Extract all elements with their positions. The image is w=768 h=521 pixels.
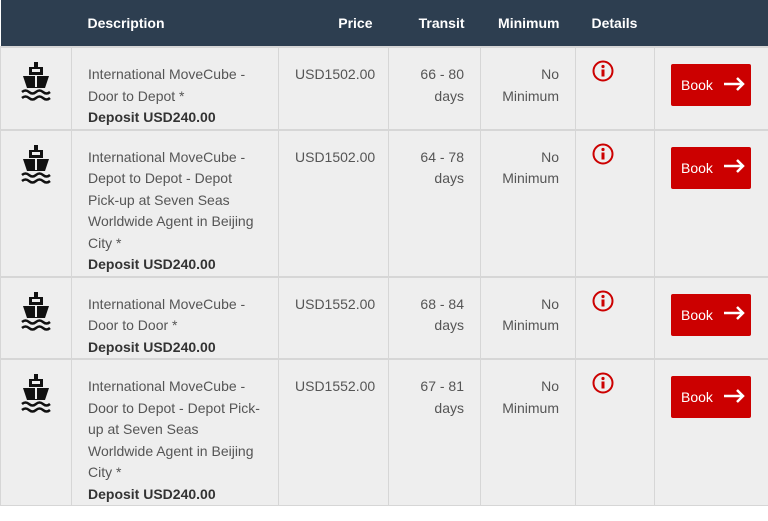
description: International MoveCube - Depot to Depot … xyxy=(88,148,254,251)
info-icon[interactable] xyxy=(592,290,614,315)
details-cell xyxy=(575,358,655,506)
description: International MoveCube - Door to Door * xyxy=(88,295,246,334)
shipping-options-table: Description Price Transit Minimum Detail… xyxy=(0,0,768,506)
minimum: No Minimum xyxy=(480,46,576,130)
book-label: Book xyxy=(681,389,713,405)
ship-icon xyxy=(21,62,51,105)
header-action xyxy=(654,0,768,47)
header-transit: Transit xyxy=(388,0,481,47)
info-icon[interactable] xyxy=(592,372,614,397)
details-cell xyxy=(575,275,655,360)
book-button[interactable]: Book xyxy=(671,293,751,336)
header-details: Details xyxy=(575,0,655,47)
ship-icon xyxy=(21,291,51,335)
arrow-right-icon xyxy=(723,76,745,94)
book-button[interactable]: Book xyxy=(671,146,751,189)
info-icon[interactable] xyxy=(592,143,614,168)
details-cell xyxy=(575,46,655,130)
header-minimum: Minimum xyxy=(480,0,576,47)
description-cell: International MoveCube - Door to Door * D… xyxy=(71,275,279,360)
minimum: No Minimum xyxy=(480,128,576,277)
price: USD1552.00 xyxy=(278,358,389,506)
book-label: Book xyxy=(681,77,713,93)
arrow-right-icon xyxy=(723,306,745,323)
transit: 68 - 84 days xyxy=(388,275,481,360)
arrow-right-icon xyxy=(723,388,745,406)
deposit: Deposit USD240.00 xyxy=(88,338,216,355)
minimum: No Minimum xyxy=(480,358,576,506)
book-cell: Book xyxy=(654,358,768,506)
transit: 66 - 80 days xyxy=(388,46,481,130)
header-description: Description xyxy=(71,0,279,47)
price: USD1552.00 xyxy=(278,275,389,360)
book-button[interactable]: Book xyxy=(671,64,751,106)
description: International MoveCube - Door to Depot * xyxy=(88,66,246,104)
book-cell: Book xyxy=(654,128,768,277)
ship-cell xyxy=(0,358,72,506)
price: USD1502.00 xyxy=(278,46,389,130)
book-label: Book xyxy=(681,159,713,176)
description-cell: International MoveCube - Depot to Depot … xyxy=(71,128,279,277)
info-icon[interactable] xyxy=(592,60,614,85)
book-label: Book xyxy=(681,306,713,323)
deposit: Deposit USD240.00 xyxy=(88,485,216,502)
book-button[interactable]: Book xyxy=(671,376,751,418)
deposit: Deposit USD240.00 xyxy=(88,109,216,125)
book-cell: Book xyxy=(654,46,768,130)
table-row: International MoveCube - Door to Depot -… xyxy=(0,358,768,506)
header-icon xyxy=(0,0,72,47)
book-cell: Book xyxy=(654,275,768,360)
ship-cell xyxy=(0,275,72,360)
ship-cell xyxy=(0,128,72,277)
details-cell xyxy=(575,128,655,277)
description-cell: International MoveCube - Door to Depot *… xyxy=(71,46,279,130)
ship-icon xyxy=(21,144,51,188)
table-row: International MoveCube - Door to Depot *… xyxy=(0,46,768,130)
description-cell: International MoveCube - Door to Depot -… xyxy=(71,358,279,506)
deposit: Deposit USD240.00 xyxy=(88,256,216,272)
transit: 64 - 78 days xyxy=(388,128,481,277)
table-row: International MoveCube - Door to Door * D… xyxy=(0,275,768,360)
minimum: No Minimum xyxy=(480,275,576,360)
header-price: Price xyxy=(278,0,389,47)
description: International MoveCube - Door to Depot -… xyxy=(88,378,260,480)
table-header: Description Price Transit Minimum Detail… xyxy=(0,0,768,47)
ship-icon xyxy=(21,374,51,417)
table-row: International MoveCube - Depot to Depot … xyxy=(0,128,768,277)
transit: 67 - 81 days xyxy=(388,358,481,506)
ship-cell xyxy=(0,46,72,130)
arrow-right-icon xyxy=(723,159,745,176)
price: USD1502.00 xyxy=(278,128,389,277)
